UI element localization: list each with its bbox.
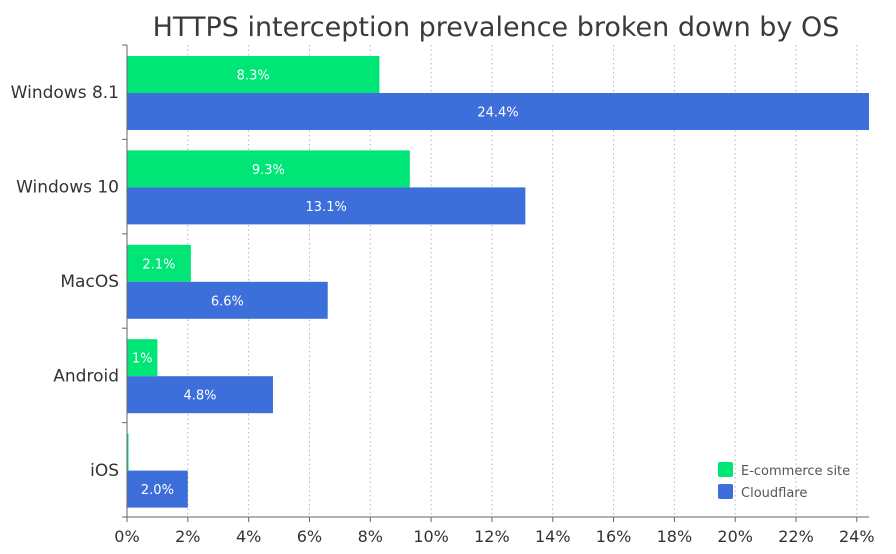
x-tick-label: 16% <box>596 527 632 546</box>
bar-value-label: 13.1% <box>306 200 347 215</box>
bar-e-commerce-site <box>127 339 158 377</box>
legend-label: E-commerce site <box>741 464 850 479</box>
bar-value-label: 9.3% <box>252 163 285 178</box>
legend: E-commerce site Cloudflare <box>718 462 850 501</box>
bar-cloudflare <box>127 470 188 508</box>
x-tick-label: 20% <box>717 527 753 546</box>
bar-value-label: 4.8% <box>183 389 216 404</box>
bar-e-commerce-site <box>127 433 129 471</box>
x-tick-label: 12% <box>474 527 510 546</box>
bar-value-label: 24.4% <box>477 106 518 121</box>
x-tick-label: 8% <box>358 527 383 546</box>
legend-swatch <box>718 462 733 477</box>
x-tick-label: 14% <box>535 527 571 546</box>
category-label: iOS <box>90 461 119 481</box>
x-tick-label: 0% <box>114 527 139 546</box>
bar-value-label: 6.6% <box>211 294 244 309</box>
axis-layer: 0% 2% 4% 6% 8% 10% 12% 14% 16% 18% 20% 22% 24% Window… <box>11 44 875 546</box>
chart-title: HTTPS interception prevalence broken dow… <box>153 12 840 43</box>
category-label: Windows 10 <box>16 178 119 198</box>
x-tick-label: 18% <box>657 527 693 546</box>
bar-value-label: 1% <box>132 352 153 367</box>
bar-cloudflare <box>127 376 273 414</box>
legend-label: Cloudflare <box>741 486 807 501</box>
x-tick-label: 22% <box>778 527 814 546</box>
x-tick-label: 6% <box>297 527 322 546</box>
x-tick-label: 10% <box>413 527 449 546</box>
bar-e-commerce-site <box>127 56 380 93</box>
bar-cloudflare <box>127 281 328 319</box>
bar-value-label: 2.1% <box>142 257 175 272</box>
x-tick-label: 24% <box>839 527 875 546</box>
category-label: Windows 8.1 <box>11 83 119 103</box>
bar-value-label: 2.0% <box>141 483 174 498</box>
x-tick-label: 4% <box>236 527 261 546</box>
bar-layer: 8.3% 24.4% 9.3% 13.1% 2.1% 6.6% 1% 4.8% 2.0% <box>127 56 869 508</box>
legend-swatch <box>718 484 733 499</box>
bar-cloudflare <box>127 187 526 225</box>
bar-value-label: 8.3% <box>237 69 270 84</box>
bar-e-commerce-site <box>127 244 191 282</box>
bar-cloudflare <box>127 93 869 130</box>
bar-e-commerce-site <box>127 150 410 188</box>
category-label: Android <box>53 366 119 386</box>
x-tick-label: 2% <box>175 527 200 546</box>
category-label: MacOS <box>60 272 119 292</box>
